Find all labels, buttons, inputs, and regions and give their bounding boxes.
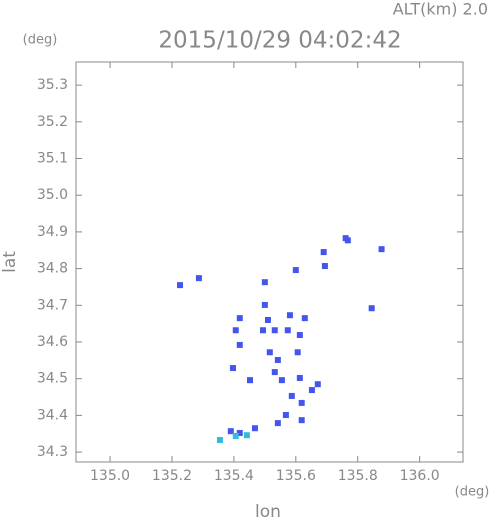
- plot-frame: [75, 61, 464, 463]
- echo-point: [296, 374, 303, 381]
- echo-point: [264, 316, 271, 323]
- x-tick-label: 135.2: [152, 468, 192, 484]
- echo-point: [271, 369, 278, 376]
- echo-point: [286, 312, 293, 319]
- y-tick-label: 34.4: [37, 407, 68, 423]
- y-tick-label: 34.3: [37, 444, 68, 460]
- echo-point: [296, 332, 303, 339]
- y-unit: (deg): [23, 33, 58, 48]
- echo-point: [292, 267, 299, 274]
- echo-point: [288, 392, 295, 399]
- echo-point: [259, 327, 266, 334]
- x-tick-label: 135.4: [214, 468, 254, 484]
- echo-point: [236, 341, 243, 348]
- echo-point: [301, 315, 308, 322]
- echo-point: [271, 327, 278, 334]
- echo-point: [314, 381, 321, 388]
- y-tick-label: 35.3: [37, 77, 68, 93]
- y-tick-label: 34.9: [37, 224, 68, 240]
- echo-point: [216, 436, 223, 443]
- echo-point: [308, 387, 315, 394]
- echo-point: [227, 428, 234, 435]
- echo-point: [232, 432, 239, 439]
- echo-point: [284, 327, 291, 334]
- echo-point: [236, 315, 243, 322]
- chart-subtitle: ALT(km) 2.0: [393, 0, 488, 19]
- echo-point: [246, 377, 253, 384]
- echo-point: [282, 412, 289, 419]
- echo-point: [298, 399, 305, 406]
- echo-point: [378, 246, 385, 253]
- echo-point: [294, 349, 301, 356]
- x-tick-label: 135.8: [338, 468, 378, 484]
- echo-point: [236, 430, 243, 437]
- echo-point: [320, 249, 327, 256]
- y-axis-label: lat: [0, 251, 20, 273]
- y-tick-label: 35.0: [37, 187, 68, 203]
- echo-point: [229, 365, 236, 372]
- echo-point: [274, 420, 281, 427]
- x-tick-label: 135.6: [276, 468, 316, 484]
- echo-point: [298, 417, 305, 424]
- x-axis-label: lon: [255, 502, 281, 521]
- echo-point: [195, 275, 202, 282]
- echo-point: [261, 279, 268, 286]
- echo-point: [274, 356, 281, 363]
- y-tick-label: 35.1: [37, 151, 68, 167]
- echo-point: [232, 327, 239, 334]
- y-tick-label: 34.5: [37, 371, 68, 387]
- echo-point: [243, 432, 250, 439]
- y-tick-label: 35.2: [37, 114, 68, 130]
- y-tick-label: 34.6: [37, 334, 68, 350]
- y-tick-label: 34.8: [37, 261, 68, 277]
- echo-point: [278, 377, 285, 384]
- echo-point: [368, 305, 375, 312]
- echo-point: [344, 237, 351, 244]
- echo-point: [177, 282, 184, 289]
- x-unit: (deg): [455, 485, 490, 500]
- y-tick-label: 34.7: [37, 297, 68, 313]
- chart-title: 2015/10/29 04:02:42: [158, 28, 401, 54]
- x-tick-label: 135.0: [90, 468, 130, 484]
- echo-point: [321, 263, 328, 270]
- echo-point: [261, 301, 268, 308]
- echo-point: [251, 425, 258, 432]
- echo-point: [266, 349, 273, 356]
- x-tick-label: 136.0: [400, 468, 440, 484]
